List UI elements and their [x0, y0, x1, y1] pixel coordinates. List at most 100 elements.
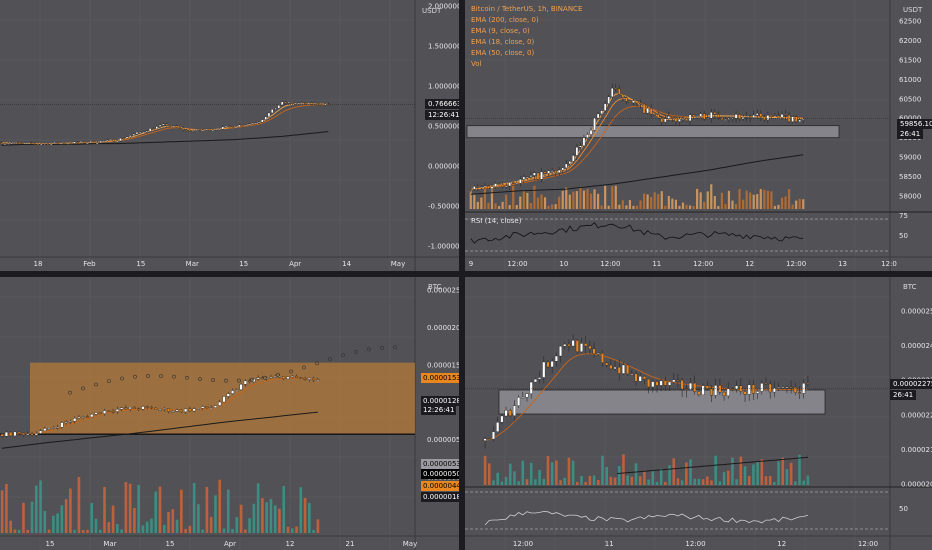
- chart-top-left[interactable]: 2.000000 1.500000 1.000000 0.500000 0.000000…: [0, 0, 459, 271]
- volume-bar: [5, 483, 8, 533]
- candle: [128, 406, 132, 410]
- candle: [40, 143, 43, 145]
- projection-marker: [159, 374, 163, 378]
- volume-bar: [611, 186, 614, 209]
- candle: [777, 387, 781, 389]
- volume-bar: [756, 461, 759, 485]
- candle: [307, 377, 311, 380]
- projection-marker: [328, 357, 332, 361]
- volume-bar: [664, 205, 667, 209]
- candle: [755, 113, 759, 116]
- candle: [667, 116, 671, 119]
- candle: [13, 142, 17, 144]
- volume-bar: [759, 189, 762, 209]
- volume-bar: [145, 521, 149, 533]
- chart-bottom-right[interactable]: 500.000025000.000024000.000023000.000022…: [465, 277, 932, 550]
- volume-bar: [789, 462, 793, 485]
- candle: [697, 391, 701, 396]
- candle: [145, 130, 149, 133]
- y-tick-label: 61000: [899, 76, 921, 84]
- volume-bar: [111, 505, 115, 533]
- candle: [320, 104, 323, 106]
- candle: [618, 88, 621, 95]
- candle: [538, 377, 542, 380]
- volume-bar: [43, 511, 47, 533]
- projection-marker: [211, 378, 215, 382]
- volume-bar: [519, 196, 522, 209]
- candle: [655, 381, 659, 386]
- volume-bar: [600, 205, 603, 209]
- candle: [806, 383, 810, 385]
- y-tick-label: 60000: [899, 115, 921, 123]
- candle: [699, 113, 702, 117]
- volume-bar: [563, 477, 567, 485]
- candle: [487, 185, 490, 189]
- volume-bar: [659, 468, 663, 485]
- volume-bar: [605, 466, 608, 485]
- projection-marker: [198, 377, 202, 381]
- last-price-label: 59856.10: [897, 119, 932, 129]
- volume-bar: [9, 520, 12, 533]
- candle: [586, 134, 589, 138]
- volume-bar: [596, 193, 600, 209]
- x-tick-label: 12:00: [786, 260, 806, 268]
- volume-bar: [90, 502, 94, 533]
- candle: [303, 378, 307, 380]
- y-tick-label: 60500: [899, 95, 921, 103]
- candle: [561, 167, 565, 171]
- candle: [546, 361, 550, 368]
- volume-bar: [596, 480, 600, 485]
- pane-bottom-left[interactable]: 0.000025000.000020000.000015000.00001000…: [0, 277, 459, 550]
- candle: [231, 126, 234, 128]
- volume-bar: [473, 194, 476, 209]
- volume-bar: [158, 486, 162, 533]
- pane-bottom-right[interactable]: 500.000025000.000024000.000023000.000022…: [465, 277, 932, 550]
- chart-bottom-left[interactable]: 0.000025000.000020000.000015000.00001000…: [0, 277, 459, 550]
- candle: [96, 142, 99, 144]
- candle: [756, 391, 760, 394]
- countdown-label: 26:41: [897, 129, 924, 139]
- volume-bar: [727, 190, 731, 209]
- candle: [3, 143, 7, 145]
- volume-bar: [604, 185, 607, 209]
- volume-bar: [798, 454, 801, 485]
- y-tick-label: 59000: [899, 154, 921, 162]
- x-tick-label: 12:00: [507, 260, 527, 268]
- volume-bar: [81, 529, 85, 533]
- candle: [66, 143, 69, 145]
- candle: [307, 102, 310, 104]
- volume-bar: [674, 199, 678, 209]
- x-tick-label: 15: [136, 260, 145, 268]
- candle: [592, 348, 596, 354]
- volume-bar: [638, 476, 642, 485]
- y-tick-label: 0.00002500: [901, 308, 932, 316]
- candle: [508, 182, 511, 187]
- x-tick-label: 12:00: [685, 540, 705, 548]
- candle: [201, 129, 205, 131]
- y-tick-label: 0.00002100: [901, 446, 932, 454]
- pane-top-right[interactable]: 7550625006200061500610006050060000595005…: [465, 0, 932, 271]
- candle: [165, 123, 168, 126]
- candle: [738, 114, 741, 120]
- candle: [132, 133, 135, 136]
- candle: [89, 141, 92, 143]
- volume-bar: [785, 469, 789, 485]
- volume-bar: [777, 204, 780, 209]
- candle: [51, 427, 55, 429]
- candle: [593, 117, 596, 131]
- volume-bar: [103, 487, 106, 533]
- candle: [129, 135, 132, 138]
- candle: [191, 130, 195, 132]
- x-tick-label: 12:00: [513, 540, 533, 548]
- candle: [248, 380, 252, 383]
- candle: [550, 170, 554, 172]
- volume-bar: [601, 455, 604, 485]
- volume-bar: [34, 485, 38, 533]
- candle: [547, 170, 550, 174]
- y-tick-label: 62000: [899, 37, 921, 45]
- candle: [540, 171, 543, 180]
- volume-bar: [777, 461, 780, 485]
- volume-bar: [764, 476, 768, 485]
- chart-top-right[interactable]: 7550625006200061500610006050060000595005…: [465, 0, 932, 271]
- pane-top-left[interactable]: 2.000000 1.500000 1.000000 0.500000 0.000000…: [0, 0, 459, 271]
